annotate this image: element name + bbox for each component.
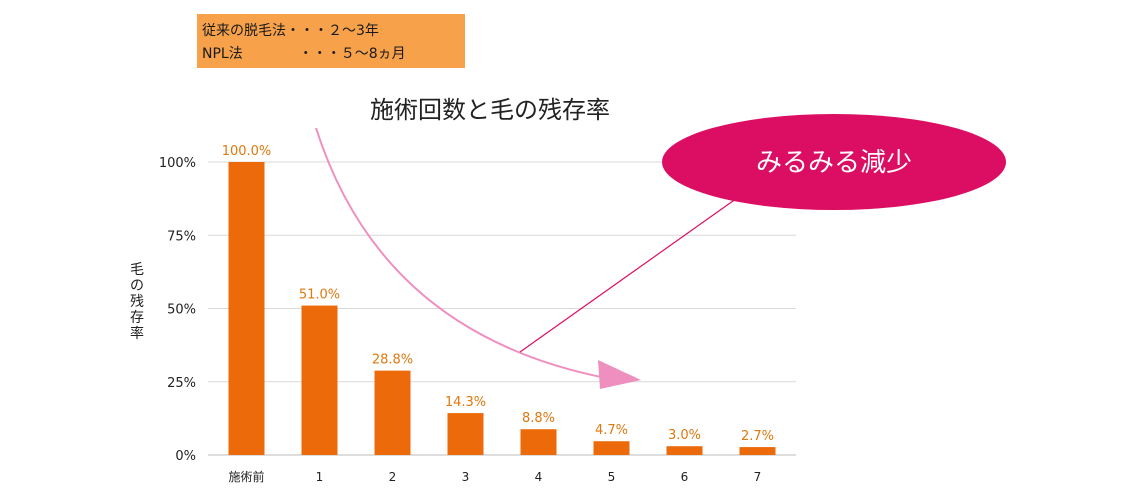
npl-method-duration: NPL法 ・・・５～8ヵ月 <box>202 46 406 62</box>
bar-value-label: 100.0% <box>222 144 272 159</box>
decrease-arrow-head <box>598 360 641 389</box>
y-tick-label: 50% <box>167 303 196 318</box>
callout-pointer-line <box>519 195 741 353</box>
bar-2 <box>374 370 411 455</box>
bar-value-label: 8.8% <box>522 411 555 426</box>
bar-value-label: 4.7% <box>595 423 628 438</box>
callout-bubble <box>662 114 1006 210</box>
bar-value-label: 3.0% <box>668 428 701 443</box>
bar-value-label: 51.0% <box>299 288 340 303</box>
bar-6 <box>666 446 703 455</box>
x-tick-label: 1 <box>316 470 324 484</box>
bar-5 <box>593 441 630 455</box>
callout-text: みるみる減少 <box>756 148 912 178</box>
method-comparison-box: 従来の脱毛法・・・２～3年 NPL法 ・・・５～8ヵ月 <box>197 14 465 68</box>
bar-value-label: 28.8% <box>372 353 413 368</box>
x-tick-label: 施術前 <box>228 469 264 484</box>
decrease-curve-arrow <box>315 127 607 379</box>
bar-7 <box>739 447 776 455</box>
bar-3 <box>447 413 484 455</box>
y-tick-label: 100% <box>159 156 196 171</box>
y-tick-label: 75% <box>167 229 196 244</box>
bar-value-label: 2.7% <box>741 429 774 444</box>
bar-施術前 <box>228 162 265 455</box>
x-tick-label: 6 <box>681 470 689 484</box>
y-tick-label: 0% <box>175 449 196 464</box>
conventional-method-duration: 従来の脱毛法・・・２～3年 <box>202 23 379 39</box>
bar-4 <box>520 429 557 455</box>
chart-title: 施術回数と毛の残存率 <box>370 96 610 124</box>
x-tick-label: 2 <box>389 470 397 484</box>
y-tick-label: 25% <box>167 376 196 391</box>
y-axis-label: 毛の残存率 <box>130 262 144 342</box>
bar-1 <box>301 305 338 455</box>
x-tick-label: 4 <box>535 470 543 484</box>
x-tick-label: 5 <box>608 470 616 484</box>
x-tick-label: 3 <box>462 470 470 484</box>
bar-value-label: 14.3% <box>445 395 486 410</box>
x-tick-label: 7 <box>754 470 762 484</box>
